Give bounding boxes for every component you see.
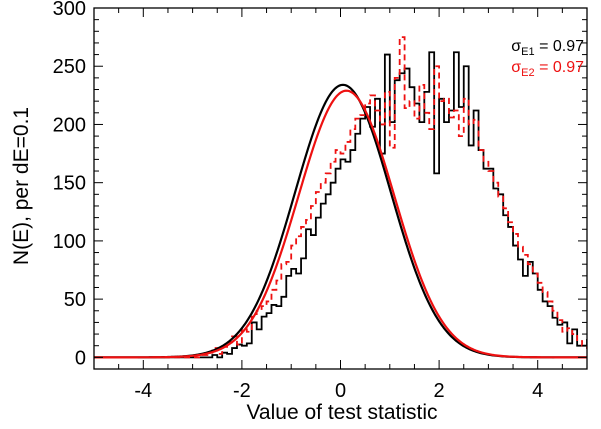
x-axis: -4 -2 0 2 4 bbox=[93, 8, 588, 402]
series-histogram-0 bbox=[94, 51, 587, 359]
series-layer bbox=[94, 36, 587, 359]
x-axis-label: Value of test statistic bbox=[246, 401, 437, 424]
x-tick-label: 4 bbox=[532, 380, 543, 402]
legend-symbol: σ bbox=[511, 59, 521, 76]
series-gaussian-fit-3 bbox=[94, 89, 587, 359]
y-tick-label: 300 bbox=[53, 0, 86, 20]
legend-symbol: σ bbox=[511, 38, 521, 55]
x-tick-label: 0 bbox=[335, 380, 346, 402]
legend-subscript: E2 bbox=[521, 67, 534, 79]
y-axis: 0 50 100 150 200 250 300 bbox=[53, 0, 587, 369]
legend-subscript: E1 bbox=[521, 46, 534, 58]
legend-value: = 0.97 bbox=[535, 38, 584, 55]
x-tick-label: 2 bbox=[434, 380, 445, 402]
legend-value: = 0.97 bbox=[535, 59, 584, 76]
y-tick-label: 250 bbox=[53, 56, 86, 78]
y-tick-label: 0 bbox=[75, 347, 86, 369]
legend-entry-e2: σE2 = 0.97 bbox=[511, 59, 584, 79]
y-tick-label: 150 bbox=[53, 173, 86, 195]
y-tick-label: 100 bbox=[53, 231, 86, 253]
x-tick-label: -2 bbox=[233, 380, 251, 402]
series-histogram-1 bbox=[94, 36, 587, 359]
y-tick-label: 200 bbox=[53, 114, 86, 136]
y-axis-label: N(E), per dE=0.1 bbox=[10, 107, 33, 265]
y-tick-label: 50 bbox=[64, 289, 86, 311]
legend-entry-e1: σE1 = 0.97 bbox=[511, 38, 584, 58]
x-tick-label: -4 bbox=[134, 380, 152, 402]
legend: σE1 = 0.97 σE2 = 0.97 bbox=[511, 38, 584, 79]
series-gaussian-fit-2 bbox=[94, 83, 587, 359]
